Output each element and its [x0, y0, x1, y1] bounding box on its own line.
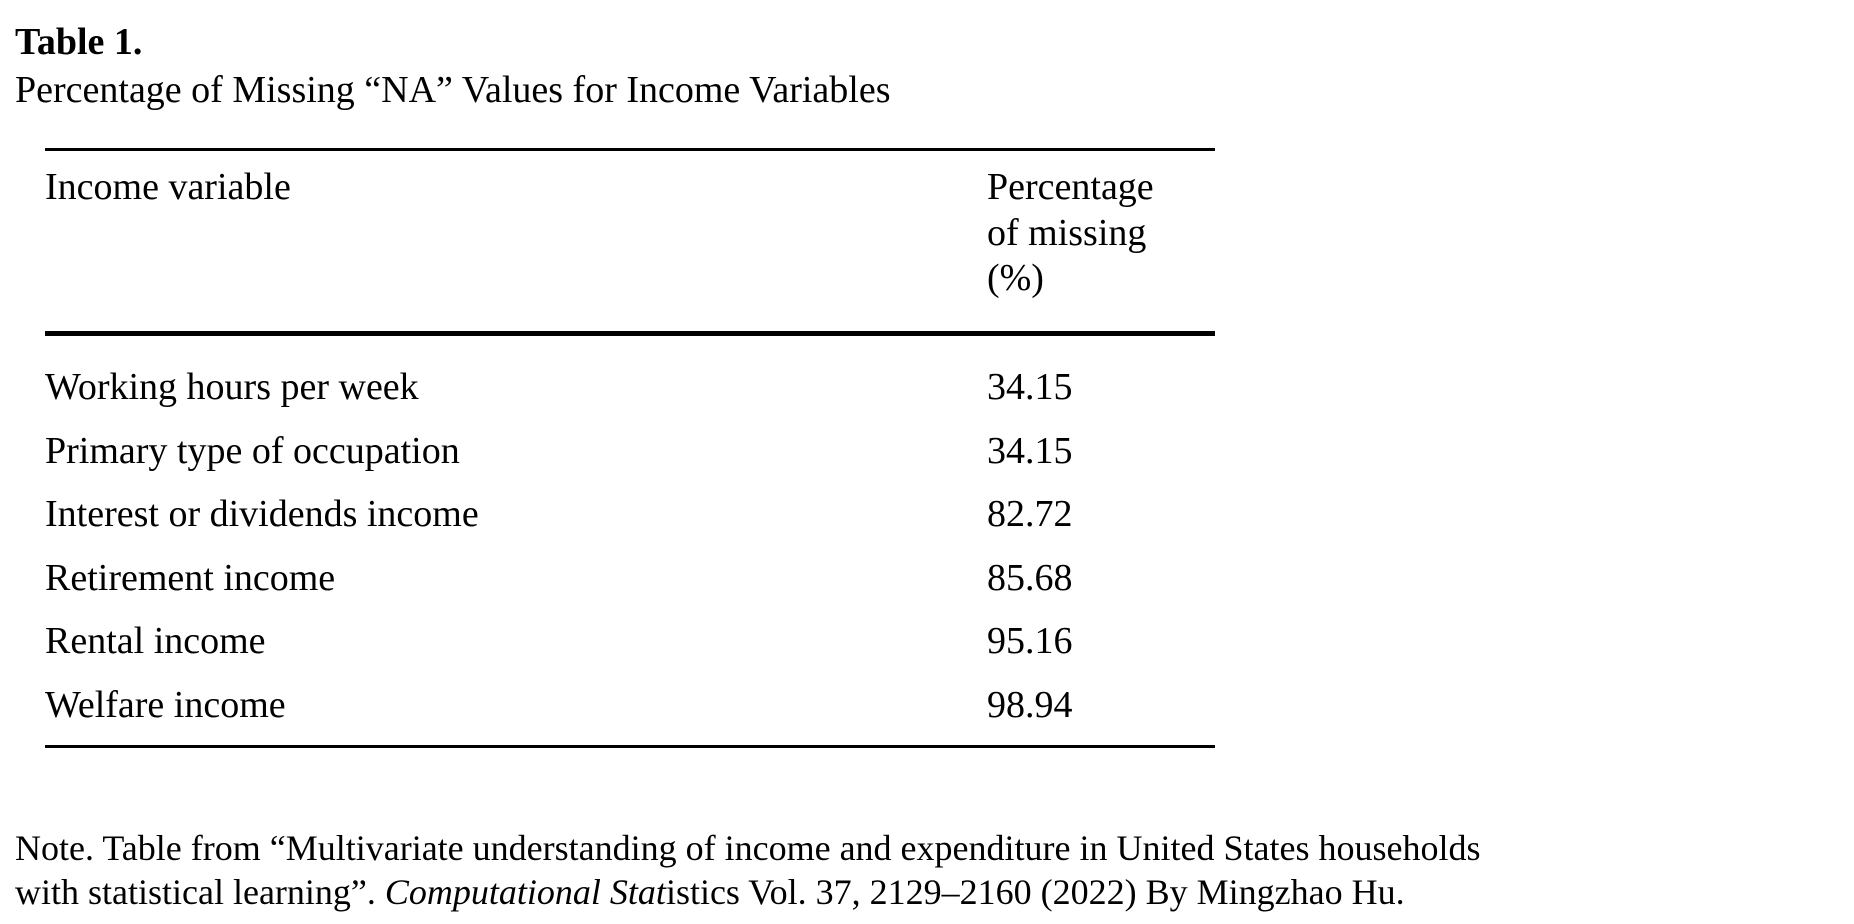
table-top-rule [45, 148, 1215, 151]
note-volume-info: istics Vol. 37, 2129–2160 (2022) By Ming… [665, 872, 1405, 912]
cell-percent-missing: 82.72 [987, 493, 1073, 535]
table-note: Note. Table from “Multivariate understan… [15, 826, 1715, 914]
note-journal-name: Computational Stat [384, 872, 666, 912]
cell-income-variable: Retirement income [45, 557, 336, 599]
note-line-2: with statistical learning”. Computationa… [15, 870, 1715, 914]
cell-percent-missing: 98.94 [987, 684, 1073, 726]
table-row: Retirement income 85.68 [45, 555, 1215, 601]
table-label: Table 1. [15, 21, 143, 63]
column-header-percentage-missing: Percentage of missing (%) [987, 166, 1154, 300]
note-citation-text: with statistical learning”. [15, 872, 385, 912]
table-row: Working hours per week 34.15 [45, 364, 1215, 410]
cell-percent-missing: 85.68 [987, 557, 1073, 599]
cell-income-variable: Rental income [45, 620, 266, 662]
table-row: Primary type of occupation 34.15 [45, 428, 1215, 474]
table-row: Interest or dividends income 82.72 [45, 491, 1215, 537]
cell-percent-missing: 95.16 [987, 620, 1073, 662]
cell-percent-missing: 34.15 [987, 430, 1073, 472]
cell-income-variable: Primary type of occupation [45, 430, 460, 472]
table-row: Rental income 95.16 [45, 618, 1215, 664]
table-bottom-rule [45, 745, 1215, 748]
cell-percent-missing: 34.15 [987, 366, 1073, 408]
cell-income-variable: Interest or dividends income [45, 493, 479, 535]
cell-income-variable: Working hours per week [45, 366, 419, 408]
table-header-rule [45, 331, 1215, 336]
note-line-1: Note. Table from “Multivariate understan… [15, 828, 1481, 868]
column-header-income-variable: Income variable [45, 166, 291, 208]
table-row: Welfare income 98.94 [45, 682, 1215, 728]
table-title: Percentage of Missing “NA” Values for In… [15, 69, 891, 111]
cell-income-variable: Welfare income [45, 684, 286, 726]
